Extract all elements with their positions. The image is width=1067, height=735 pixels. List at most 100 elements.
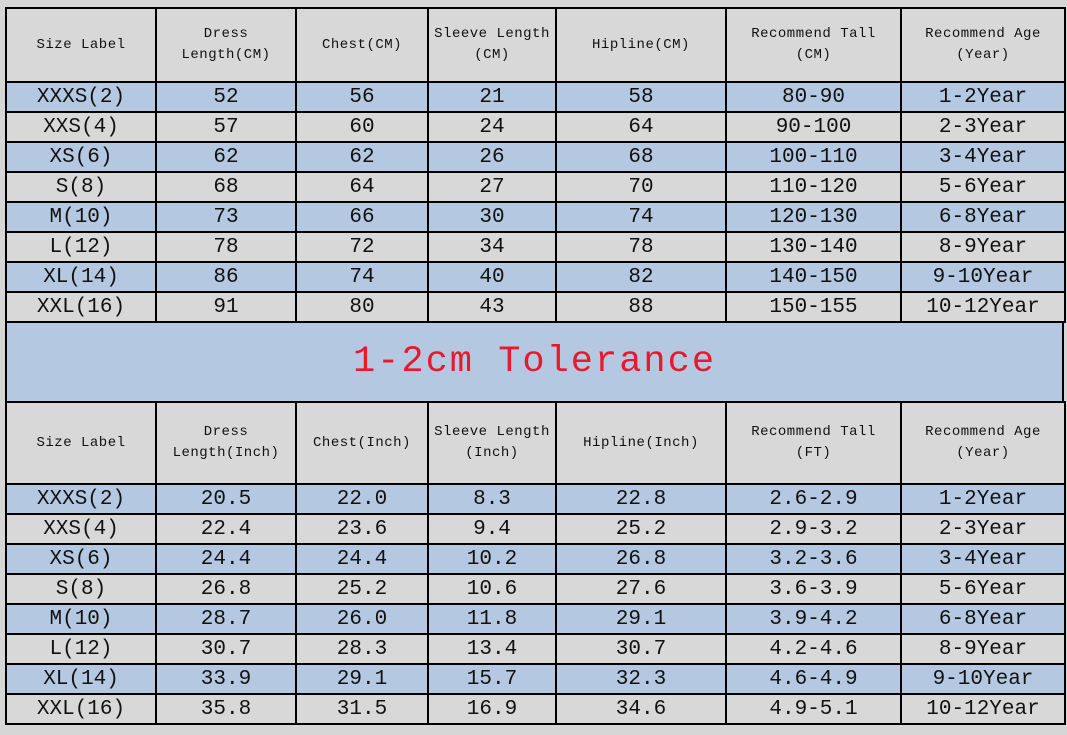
value-cell: 68 xyxy=(155,171,297,203)
value-cell: 8-9Year xyxy=(900,633,1066,665)
inch-header-row: Size Label Dress Length(Inch) Chest(Inch… xyxy=(5,401,1066,485)
value-cell: 22.8 xyxy=(555,483,727,515)
inch-col-header-dress-length: Dress Length(Inch) xyxy=(155,401,297,485)
value-cell: 6-8Year xyxy=(900,603,1066,635)
inch-col-header-size-label: Size Label xyxy=(5,401,157,485)
table-row: XXXS(2) 52 56 21 58 80-90 1-2Year xyxy=(5,81,1066,113)
value-cell: 15.7 xyxy=(427,663,557,695)
table-row: XL(14) 86 74 40 82 140-150 9-10Year xyxy=(5,261,1066,293)
size-label-cell: XXS(4) xyxy=(5,513,157,545)
value-cell: 2.6-2.9 xyxy=(725,483,902,515)
value-cell: 5-6Year xyxy=(900,171,1066,203)
value-cell: 29.1 xyxy=(295,663,429,695)
tolerance-banner: 1-2cm Tolerance xyxy=(5,323,1064,401)
cm-col-header-recommend-tall: Recommend Tall (CM) xyxy=(725,7,902,83)
table-row: S(8) 68 64 27 70 110-120 5-6Year xyxy=(5,171,1066,203)
value-cell: 3.9-4.2 xyxy=(725,603,902,635)
value-cell: 120-130 xyxy=(725,201,902,233)
value-cell: 24 xyxy=(427,111,557,143)
cm-col-header-recommend-age: Recommend Age (Year) xyxy=(900,7,1066,83)
inch-col-header-recommend-tall: Recommend Tall (FT) xyxy=(725,401,902,485)
value-cell: 26.8 xyxy=(555,543,727,575)
value-cell: 30.7 xyxy=(155,633,297,665)
table-row: M(10) 28.7 26.0 11.8 29.1 3.9-4.2 6-8Year xyxy=(5,603,1066,635)
size-label-cell: XXL(16) xyxy=(5,291,157,323)
value-cell: 62 xyxy=(295,141,429,173)
value-cell: 150-155 xyxy=(725,291,902,323)
size-label-cell: XXXS(2) xyxy=(5,483,157,515)
cm-col-header-sleeve-length: Sleeve Length (CM) xyxy=(427,7,557,83)
value-cell: 4.9-5.1 xyxy=(725,693,902,725)
value-cell: 5-6Year xyxy=(900,573,1066,605)
value-cell: 28.7 xyxy=(155,603,297,635)
value-cell: 9-10Year xyxy=(900,261,1066,293)
value-cell: 8.3 xyxy=(427,483,557,515)
value-cell: 64 xyxy=(555,111,727,143)
tolerance-text: 1-2cm Tolerance xyxy=(352,341,717,383)
value-cell: 3-4Year xyxy=(900,141,1066,173)
value-cell: 72 xyxy=(295,231,429,263)
value-cell: 10.2 xyxy=(427,543,557,575)
value-cell: 78 xyxy=(155,231,297,263)
value-cell: 16.9 xyxy=(427,693,557,725)
value-cell: 3.6-3.9 xyxy=(725,573,902,605)
table-row: S(8) 26.8 25.2 10.6 27.6 3.6-3.9 5-6Year xyxy=(5,573,1066,605)
value-cell: 10-12Year xyxy=(900,693,1066,725)
size-label-cell: XS(6) xyxy=(5,141,157,173)
table-row: XXL(16) 91 80 43 88 150-155 10-12Year xyxy=(5,291,1066,323)
inch-col-header-sleeve-length: Sleeve Length (Inch) xyxy=(427,401,557,485)
value-cell: 130-140 xyxy=(725,231,902,263)
value-cell: 78 xyxy=(555,231,727,263)
size-label-cell: L(12) xyxy=(5,633,157,665)
table-row: XS(6) 24.4 24.4 10.2 26.8 3.2-3.6 3-4Year xyxy=(5,543,1066,575)
value-cell: 3-4Year xyxy=(900,543,1066,575)
cm-col-header-hipline: Hipline(CM) xyxy=(555,7,727,83)
value-cell: 20.5 xyxy=(155,483,297,515)
value-cell: 25.2 xyxy=(295,573,429,605)
value-cell: 56 xyxy=(295,81,429,113)
value-cell: 1-2Year xyxy=(900,81,1066,113)
table-row: XS(6) 62 62 26 68 100-110 3-4Year xyxy=(5,141,1066,173)
value-cell: 22.0 xyxy=(295,483,429,515)
value-cell: 22.4 xyxy=(155,513,297,545)
value-cell: 140-150 xyxy=(725,261,902,293)
value-cell: 1-2Year xyxy=(900,483,1066,515)
value-cell: 80-90 xyxy=(725,81,902,113)
value-cell: 26.0 xyxy=(295,603,429,635)
value-cell: 30 xyxy=(427,201,557,233)
value-cell: 10.6 xyxy=(427,573,557,605)
table-row: M(10) 73 66 30 74 120-130 6-8Year xyxy=(5,201,1066,233)
value-cell: 74 xyxy=(555,201,727,233)
value-cell: 29.1 xyxy=(555,603,727,635)
cm-col-header-dress-length: Dress Length(CM) xyxy=(155,7,297,83)
value-cell: 6-8Year xyxy=(900,201,1066,233)
value-cell: 34 xyxy=(427,231,557,263)
value-cell: 60 xyxy=(295,111,429,143)
size-label-cell: XL(14) xyxy=(5,663,157,695)
value-cell: 40 xyxy=(427,261,557,293)
value-cell: 30.7 xyxy=(555,633,727,665)
value-cell: 2-3Year xyxy=(900,513,1066,545)
table-row: L(12) 30.7 28.3 13.4 30.7 4.2-4.6 8-9Year xyxy=(5,633,1066,665)
value-cell: 57 xyxy=(155,111,297,143)
value-cell: 43 xyxy=(427,291,557,323)
value-cell: 110-120 xyxy=(725,171,902,203)
size-label-cell: M(10) xyxy=(5,603,157,635)
value-cell: 58 xyxy=(555,81,727,113)
value-cell: 74 xyxy=(295,261,429,293)
value-cell: 52 xyxy=(155,81,297,113)
cm-col-header-chest: Chest(CM) xyxy=(295,7,429,83)
value-cell: 11.8 xyxy=(427,603,557,635)
value-cell: 88 xyxy=(555,291,727,323)
value-cell: 3.2-3.6 xyxy=(725,543,902,575)
value-cell: 64 xyxy=(295,171,429,203)
value-cell: 73 xyxy=(155,201,297,233)
inch-col-header-recommend-age: Recommend Age (Year) xyxy=(900,401,1066,485)
table-row: XXS(4) 57 60 24 64 90-100 2-3Year xyxy=(5,111,1066,143)
value-cell: 24.4 xyxy=(155,543,297,575)
size-label-cell: M(10) xyxy=(5,201,157,233)
value-cell: 31.5 xyxy=(295,693,429,725)
value-cell: 25.2 xyxy=(555,513,727,545)
value-cell: 13.4 xyxy=(427,633,557,665)
value-cell: 10-12Year xyxy=(900,291,1066,323)
